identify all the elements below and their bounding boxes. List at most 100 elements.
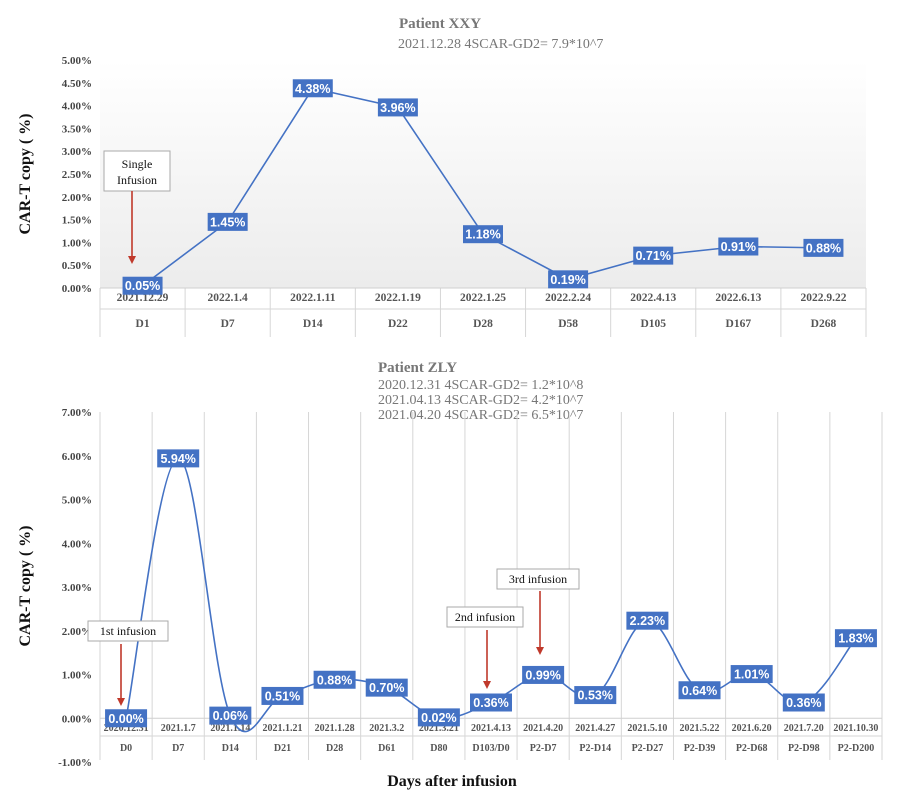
data-label: 0.88% [806, 241, 841, 255]
x-day-label: P2-D98 [788, 743, 820, 754]
annotation-box [496, 568, 580, 590]
x-day-label: D7 [172, 743, 184, 754]
x-day-label: P2-D27 [632, 743, 664, 754]
y-tick-label: 0.00% [62, 713, 92, 725]
data-label-box [626, 611, 669, 630]
x-axis-label: Days after infusion [387, 773, 517, 790]
x-category-label: 2022.9.22 [800, 292, 846, 304]
x-category-label: 2022.4.13 [630, 292, 676, 304]
x-day-label: D28 [473, 318, 493, 330]
series-line [125, 457, 857, 733]
y-tick-label: 2.50% [62, 169, 92, 181]
data-label: 0.05% [125, 279, 160, 293]
y-tick-label: 1.00% [62, 670, 92, 682]
arrowhead-icon [536, 647, 544, 655]
x-day-label: D1 [136, 318, 150, 330]
data-label-box [313, 670, 356, 689]
chart-2: Patient ZLY 2020.12.31 4SCAR-GD2= 1.2*10^… [17, 360, 883, 790]
y-tick-label: 5.00% [62, 55, 92, 67]
x-day-label: D21 [274, 743, 291, 754]
arrowhead-icon [483, 681, 491, 689]
annotation-text: Single [122, 157, 153, 171]
y-tick-label: 7.00% [62, 407, 92, 419]
x-day-label: D0 [120, 743, 132, 754]
y-tick-label: -1.00% [58, 757, 92, 769]
data-label: 1.83% [838, 632, 873, 646]
data-label: 1.45% [210, 215, 245, 229]
annotation-box [103, 150, 171, 192]
x-category-label: 2021.12.29 [117, 292, 169, 304]
x-day-label: D61 [378, 743, 395, 754]
data-label-box [718, 237, 759, 256]
data-label-box [633, 246, 674, 265]
chart-subtitle: 2020.12.31 4SCAR-GD2= 1.2*10^8 [378, 378, 583, 393]
data-label: 4.38% [295, 82, 330, 96]
data-label-box [803, 238, 844, 257]
data-label-box [417, 708, 460, 727]
x-day-label: D80 [430, 743, 447, 754]
annotation-text: 1st infusion [100, 624, 156, 638]
data-label: 2.23% [630, 614, 665, 628]
data-label-box [782, 693, 825, 712]
x-category-label: 2021.1.7 [161, 723, 196, 734]
x-day-label: P2-D200 [838, 743, 875, 754]
data-label-box [261, 686, 304, 705]
data-label-box [463, 225, 503, 244]
annotation-text: Infusion [117, 173, 157, 187]
y-tick-label: 1.00% [62, 237, 92, 249]
y-tick-label: 4.00% [62, 538, 92, 550]
y-tick-label: 0.00% [62, 283, 92, 295]
x-day-label: D268 [811, 318, 837, 330]
data-label: 0.00% [108, 712, 143, 726]
data-label-box [522, 665, 565, 684]
x-day-label: D58 [558, 318, 578, 330]
chart-title: Patient ZLY [378, 360, 457, 376]
x-day-label: P2-D68 [736, 743, 768, 754]
y-tick-label: 2.00% [62, 192, 92, 204]
x-category-label: 2022.2.24 [545, 292, 591, 304]
y-tick-label: 6.00% [62, 451, 92, 463]
x-category-label: 2021.3.21 [419, 723, 459, 734]
x-day-label: D22 [388, 318, 408, 330]
annotation-text: 2nd infusion [455, 610, 515, 624]
chart-1: Patient XXY 2021.12.28 4SCAR-GD2= 7.9*10^… [17, 16, 867, 337]
x-category-label: 2020.12.31 [104, 723, 149, 734]
data-label-box [292, 79, 333, 98]
data-label: 0.06% [213, 709, 248, 723]
data-label-box [207, 212, 248, 231]
data-label-box [105, 709, 148, 728]
data-label-box [377, 98, 418, 117]
data-label: 0.19% [550, 273, 585, 287]
annotation-text: 3rd infusion [509, 572, 567, 586]
data-label-box [678, 681, 721, 700]
data-label-box [157, 449, 200, 468]
x-category-label: 2022.1.19 [375, 292, 421, 304]
x-category-label: 2021.6.20 [732, 723, 772, 734]
data-label: 0.88% [317, 673, 352, 687]
x-day-label: D105 [640, 318, 666, 330]
data-label-box [365, 678, 408, 697]
data-label-box [209, 706, 252, 725]
data-label: 0.99% [525, 668, 560, 682]
annotation-box [87, 620, 169, 642]
data-label-box [834, 629, 877, 648]
data-label: 0.53% [578, 689, 613, 703]
data-label-box [548, 270, 589, 289]
data-label: 3.96% [380, 101, 415, 115]
data-label: 0.02% [421, 711, 456, 725]
y-tick-label: 1.50% [62, 215, 92, 227]
data-label: 0.91% [721, 240, 756, 254]
x-category-label: 2022.1.4 [208, 292, 249, 304]
x-category-label: 2021.5.10 [627, 723, 667, 734]
annotation-box [446, 606, 524, 628]
x-day-label: P2-D14 [579, 743, 611, 754]
chart-subtitle: 2021.12.28 4SCAR-GD2= 7.9*10^7 [398, 37, 603, 52]
x-day-label: P2-D7 [530, 743, 557, 754]
x-category-label: 2021.3.2 [369, 723, 404, 734]
data-label-box [470, 693, 512, 712]
x-category-label: 2021.10.30 [833, 723, 878, 734]
y-tick-label: 5.00% [62, 495, 92, 507]
data-label: 0.36% [473, 696, 508, 710]
y-axis-label: CAR-T copy ( %) [17, 113, 34, 234]
